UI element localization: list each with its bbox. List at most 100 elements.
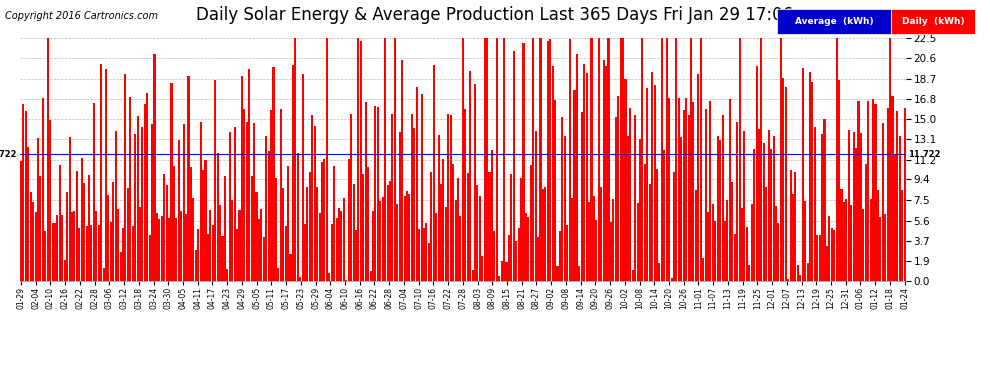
Bar bbox=[379, 201, 381, 281]
Bar bbox=[668, 98, 670, 281]
Bar bbox=[40, 176, 42, 281]
Bar bbox=[333, 166, 336, 281]
Bar bbox=[192, 198, 194, 281]
Bar bbox=[319, 213, 321, 281]
Bar bbox=[839, 80, 841, 281]
Bar bbox=[406, 191, 408, 281]
Bar bbox=[568, 39, 570, 281]
Bar bbox=[481, 256, 483, 281]
Bar bbox=[30, 192, 32, 281]
Bar bbox=[559, 231, 561, 281]
Bar bbox=[459, 216, 461, 281]
Bar bbox=[110, 222, 112, 281]
Bar bbox=[651, 72, 653, 281]
Bar bbox=[158, 219, 160, 281]
Bar bbox=[852, 132, 854, 281]
Bar bbox=[148, 234, 150, 281]
Bar bbox=[510, 174, 513, 281]
Bar bbox=[262, 237, 264, 281]
Bar bbox=[404, 196, 406, 281]
Bar bbox=[758, 129, 760, 281]
Bar bbox=[347, 159, 349, 281]
Bar bbox=[73, 211, 75, 281]
Bar bbox=[508, 236, 510, 281]
Bar bbox=[493, 231, 495, 281]
Bar bbox=[66, 192, 68, 281]
Bar bbox=[217, 153, 219, 281]
Bar bbox=[272, 68, 274, 281]
Bar bbox=[675, 38, 677, 281]
Bar bbox=[471, 270, 473, 281]
Bar bbox=[831, 228, 833, 281]
Bar bbox=[50, 120, 51, 281]
Bar bbox=[646, 88, 648, 281]
Bar bbox=[100, 64, 102, 281]
Bar bbox=[68, 138, 70, 281]
Bar bbox=[309, 172, 311, 281]
Bar bbox=[546, 41, 548, 281]
Bar bbox=[205, 160, 207, 281]
Bar bbox=[824, 119, 826, 281]
Bar bbox=[889, 38, 891, 281]
Bar bbox=[578, 266, 580, 281]
Bar bbox=[435, 213, 438, 281]
Bar bbox=[418, 229, 420, 281]
Bar bbox=[130, 97, 132, 281]
Text: Copyright 2016 Cartronics.com: Copyright 2016 Cartronics.com bbox=[5, 11, 158, 21]
Bar bbox=[105, 69, 107, 281]
Bar bbox=[115, 130, 117, 281]
Bar bbox=[229, 132, 231, 281]
Bar bbox=[409, 194, 411, 281]
Bar bbox=[891, 96, 894, 281]
Bar bbox=[447, 114, 449, 281]
Text: 11.722: 11.722 bbox=[908, 150, 940, 159]
Bar bbox=[586, 73, 588, 281]
Bar bbox=[239, 210, 241, 281]
Bar bbox=[207, 234, 209, 281]
Bar bbox=[760, 38, 762, 281]
Bar bbox=[35, 211, 37, 281]
Bar bbox=[466, 173, 468, 281]
Bar bbox=[862, 209, 864, 281]
Bar bbox=[277, 268, 279, 281]
Bar bbox=[812, 82, 814, 281]
Bar bbox=[488, 172, 491, 281]
Bar bbox=[705, 108, 707, 281]
Bar bbox=[612, 200, 615, 281]
Bar bbox=[690, 38, 692, 281]
Bar bbox=[741, 208, 743, 281]
Bar bbox=[85, 226, 87, 281]
Bar bbox=[474, 84, 476, 281]
Bar bbox=[821, 134, 823, 281]
Bar bbox=[750, 204, 752, 281]
Bar bbox=[241, 76, 243, 281]
Bar bbox=[719, 140, 721, 281]
Bar bbox=[692, 102, 694, 281]
Bar bbox=[792, 194, 794, 281]
Bar bbox=[311, 115, 314, 281]
Bar bbox=[270, 110, 272, 281]
Bar bbox=[255, 192, 257, 281]
Bar bbox=[542, 189, 544, 281]
Bar bbox=[896, 111, 898, 281]
Bar bbox=[329, 273, 331, 281]
Bar bbox=[722, 115, 724, 281]
Bar bbox=[42, 98, 44, 281]
Text: 11.722: 11.722 bbox=[0, 150, 16, 159]
Bar bbox=[265, 136, 267, 281]
Bar bbox=[95, 211, 97, 281]
Bar bbox=[644, 164, 645, 281]
Bar bbox=[165, 185, 167, 281]
Bar bbox=[804, 201, 806, 281]
Bar bbox=[484, 38, 486, 281]
Bar bbox=[88, 176, 90, 281]
Bar bbox=[431, 172, 433, 281]
Bar bbox=[382, 197, 384, 281]
Bar bbox=[685, 98, 687, 281]
Bar bbox=[160, 216, 162, 281]
Bar bbox=[260, 209, 262, 281]
Bar bbox=[615, 117, 617, 281]
Bar bbox=[426, 223, 428, 281]
Bar bbox=[658, 263, 660, 281]
Bar bbox=[501, 261, 503, 281]
